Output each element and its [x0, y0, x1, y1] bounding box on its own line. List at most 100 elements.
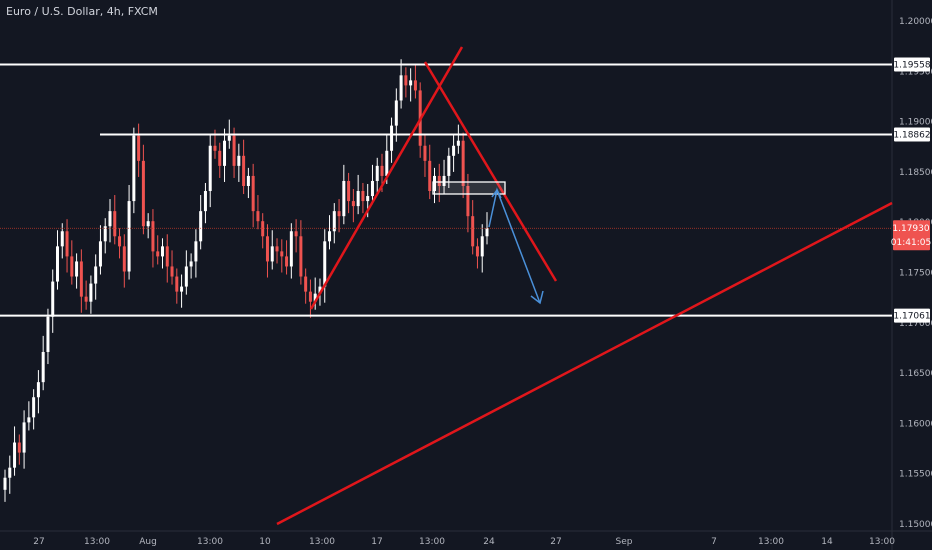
candle-body [146, 221, 150, 227]
chart-title: Euro / U.S. Dollar, 4h, FXCM [6, 5, 158, 18]
candle-body [433, 175, 437, 192]
candle-body [84, 296, 88, 302]
candle-body [475, 246, 479, 257]
candle-body [270, 246, 274, 262]
candle-body [199, 211, 203, 242]
candle-body [285, 256, 289, 267]
candle-body [141, 160, 145, 227]
candle-body [41, 351, 45, 383]
candle-body [461, 140, 465, 186]
candle-body [13, 442, 17, 468]
price-tick-label: 1.18500 [899, 168, 932, 178]
candle-body [22, 422, 26, 453]
level-label-bg [894, 308, 930, 323]
price-tick-label: 1.17000 [899, 319, 932, 329]
candle-body [46, 316, 50, 352]
candle-body [65, 231, 69, 257]
candle-body [409, 80, 413, 86]
time-tick-label: 13:00 [309, 537, 335, 547]
candle-body [323, 241, 327, 287]
candle-body [390, 125, 394, 151]
candle-body [413, 80, 417, 91]
candle-body [103, 226, 107, 242]
time-tick-label: 13:00 [84, 537, 110, 547]
time-tick-label: 24 [483, 537, 495, 547]
candle-body [79, 261, 83, 297]
candle-body [313, 293, 317, 302]
candle-body [452, 145, 456, 156]
price-tick-label: 1.15000 [899, 520, 932, 530]
time-tick-label: 17 [371, 537, 382, 547]
candle-body [347, 180, 351, 202]
price-tick-label: 1.20000 [899, 17, 932, 27]
time-tick-label: 13:00 [758, 537, 784, 547]
candle-body [122, 246, 126, 272]
price-tick-label: 1.15500 [899, 470, 932, 480]
candle-body [342, 180, 346, 217]
candle-body [428, 160, 432, 192]
candle-body [332, 211, 336, 232]
price-tick-label: 1.19000 [899, 118, 932, 128]
time-tick-label: 13:00 [869, 537, 895, 547]
arrow-head-down [530, 290, 544, 305]
candle-body [132, 135, 136, 202]
candle-body [442, 175, 446, 186]
candle-body [246, 175, 250, 186]
candle-body [456, 140, 460, 146]
rising-trendline [309, 46, 464, 310]
candle-body [8, 467, 12, 478]
candle-body [32, 397, 36, 418]
candle-body [294, 231, 298, 237]
candle-body [256, 211, 260, 222]
candle-body [17, 442, 21, 453]
candle-body [232, 135, 236, 166]
candle-body [203, 191, 207, 212]
candle-body [175, 276, 179, 292]
level-label-bg [894, 57, 930, 72]
candle-body [328, 231, 332, 242]
time-tick-label: Sep [616, 537, 633, 547]
candle-body [237, 155, 241, 166]
candle-body [318, 286, 322, 294]
candle-body [251, 175, 255, 212]
candle-body [194, 241, 198, 262]
time-tick-label: 10 [259, 537, 271, 547]
highlight-box [432, 181, 506, 195]
candle-body [289, 231, 293, 267]
time-tick-label: 13:00 [419, 537, 445, 547]
candle-body [184, 266, 188, 287]
candle-body [118, 236, 122, 247]
candle-body [351, 201, 355, 207]
time-tick-label: 27 [550, 537, 561, 547]
candle-body [447, 155, 451, 176]
candle-body [70, 256, 74, 277]
level-label-bg [894, 127, 930, 142]
candle-body [170, 266, 174, 277]
time-tick-label: 13:00 [197, 537, 223, 547]
candle-body [375, 165, 379, 181]
candle-body [160, 246, 164, 257]
candle-body [304, 276, 308, 292]
candle-body [356, 191, 360, 207]
current-price-label: 1.17930 [892, 224, 929, 234]
candle-body [361, 191, 365, 202]
candle-body [165, 246, 169, 267]
candle-body [127, 201, 131, 272]
price-tick-label: 1.16500 [899, 369, 932, 379]
level-label: 1.19558 [893, 60, 930, 70]
falling-trendline [423, 61, 558, 282]
candle-body [94, 266, 98, 284]
candle-body [98, 241, 102, 267]
time-tick-label: 14 [821, 537, 833, 547]
candle-body [180, 286, 184, 292]
candle-body [299, 236, 303, 277]
candle-body [366, 196, 370, 202]
candle-body [370, 180, 374, 197]
candle-body [275, 246, 279, 252]
candle-body [75, 261, 79, 277]
level-label: 1.17061 [893, 312, 930, 322]
candle-body [399, 75, 403, 101]
candle-body [480, 236, 484, 257]
